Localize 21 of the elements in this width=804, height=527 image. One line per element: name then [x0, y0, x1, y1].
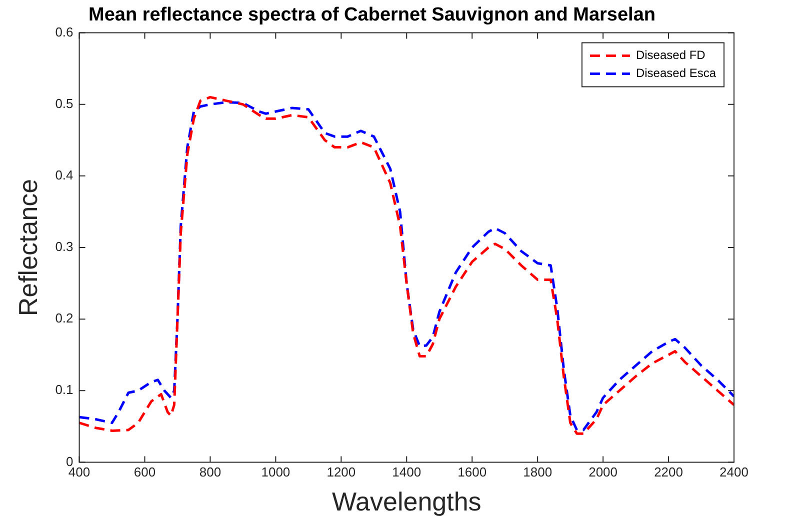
y-tick-label: 0.1 — [55, 382, 74, 398]
x-tick-label: 2400 — [720, 464, 748, 480]
x-tick-label: 800 — [199, 464, 222, 480]
x-tick-label: 1400 — [392, 464, 422, 480]
x-tick-label: 1200 — [326, 464, 356, 480]
x-tick-label: 1600 — [458, 464, 487, 480]
y-tick-label: 0.2 — [55, 310, 74, 326]
x-tick-label: 2000 — [588, 464, 618, 480]
y-axis-title: Reflectance — [12, 178, 43, 316]
y-tick-label: 0.5 — [55, 96, 74, 111]
legend-label: Diseased FD — [636, 48, 706, 62]
chart-title: Mean reflectance spectra of Cabernet Sauvignon and Marselan — [88, 4, 656, 26]
x-tick-label: 2200 — [654, 464, 683, 480]
y-tick-label: 0.4 — [55, 168, 74, 183]
legend-label: Diseased Esca — [636, 66, 716, 80]
x-axis-title: Wavelengths — [332, 486, 482, 517]
x-tick-label: 1000 — [261, 464, 290, 480]
x-tick-label: 600 — [134, 464, 156, 480]
y-tick-label: 0.3 — [55, 239, 74, 254]
y-tick-label: 0.6 — [55, 24, 74, 40]
x-tick-label: 1800 — [523, 464, 552, 480]
